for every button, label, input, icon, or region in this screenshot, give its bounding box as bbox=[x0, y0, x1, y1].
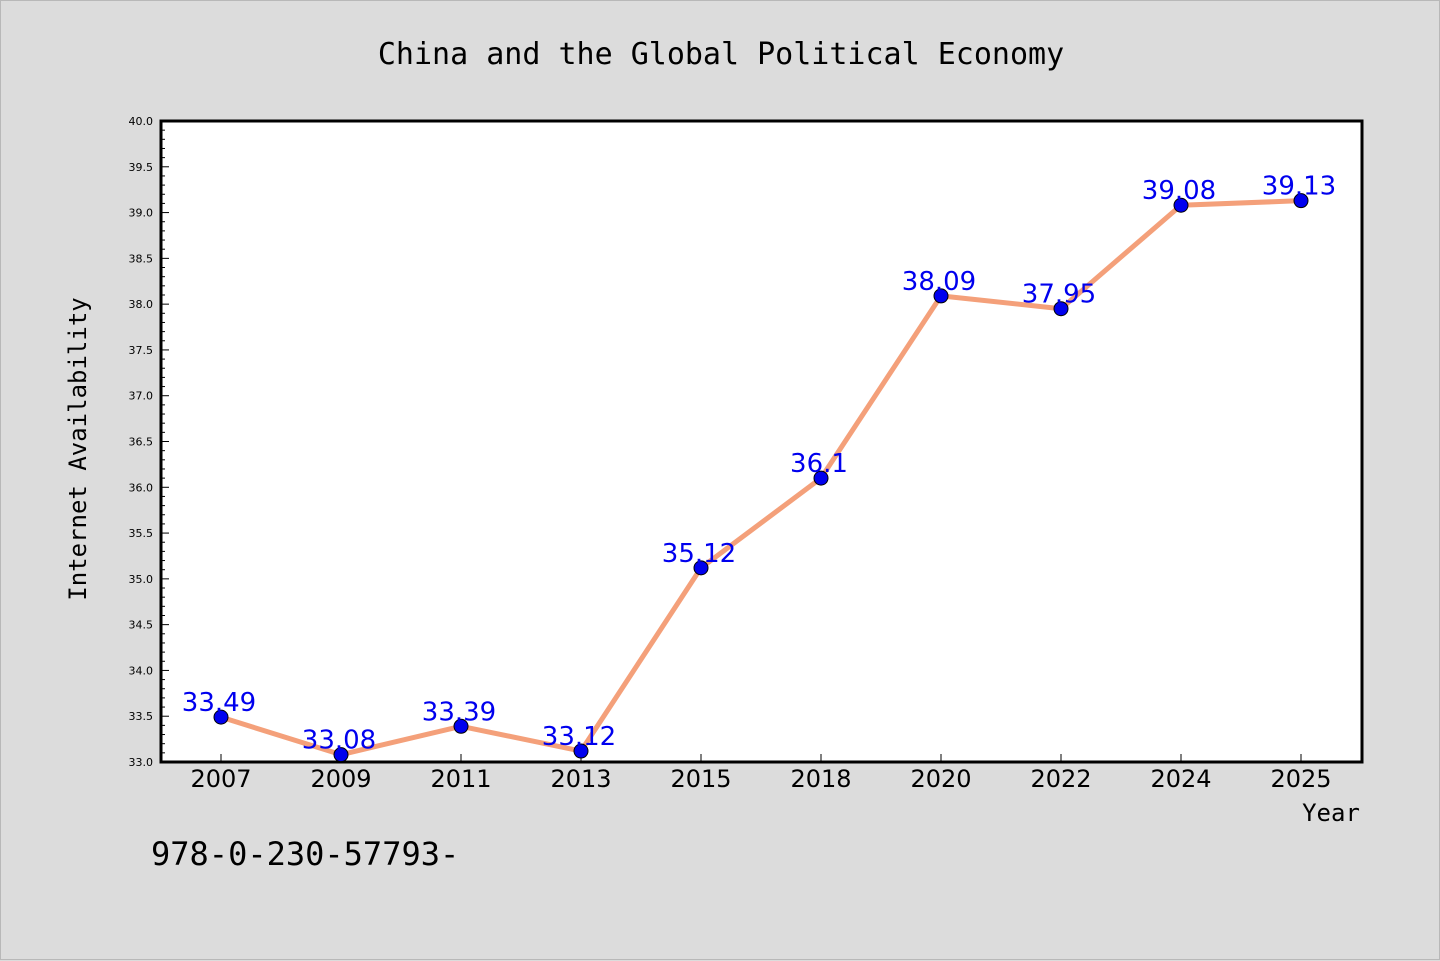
y-tick-label: 35.5 bbox=[129, 527, 154, 540]
data-label: 37.95 bbox=[1022, 280, 1096, 310]
data-label: 35.12 bbox=[662, 539, 736, 569]
x-tick-label: 2011 bbox=[430, 765, 491, 793]
x-tick-label: 2025 bbox=[1270, 765, 1331, 793]
data-label: 33.08 bbox=[302, 726, 376, 756]
y-tick-label: 33.5 bbox=[129, 710, 154, 723]
y-axis-title: Internet Availability bbox=[64, 297, 92, 600]
data-point bbox=[693, 560, 709, 576]
data-label: 36.1 bbox=[790, 449, 848, 479]
y-tick-label: 38.5 bbox=[129, 252, 154, 265]
data-point bbox=[813, 470, 829, 486]
y-tick-label: 37.5 bbox=[129, 344, 154, 357]
x-tick-label: 2009 bbox=[310, 765, 371, 793]
x-tick-label: 2024 bbox=[1150, 765, 1211, 793]
data-label: 33.39 bbox=[422, 697, 496, 727]
data-point bbox=[933, 288, 949, 304]
data-point bbox=[1173, 197, 1189, 213]
y-tick-label: 37.0 bbox=[129, 390, 154, 403]
x-tick-label: 2015 bbox=[670, 765, 731, 793]
y-tick-label: 38.0 bbox=[129, 298, 154, 311]
data-point bbox=[213, 709, 229, 725]
y-tick-label: 36.5 bbox=[129, 436, 154, 449]
x-axis: 2007 2009 2011 2013 2015 2018 2020 2022 2024 2025 bbox=[190, 754, 1332, 793]
data-labels: 33.49 33.08 33.39 33.12 35.12 36.1 38.09 37.95 3… bbox=[182, 172, 1336, 756]
footnote-text: 978-0-230-57793- bbox=[151, 835, 459, 873]
series-layer bbox=[213, 193, 1309, 763]
data-point bbox=[573, 743, 589, 759]
x-tick-label: 2018 bbox=[790, 765, 851, 793]
series-line bbox=[220, 198, 1302, 758]
data-label: 38.09 bbox=[902, 267, 976, 297]
plot-area bbox=[159, 119, 1364, 764]
data-point bbox=[1293, 193, 1309, 209]
y-axis: 33.0 33.5 34.0 34.5 35.0 35.5 36.0 36.5 37.0 37.5… bbox=[129, 115, 169, 769]
data-point bbox=[1053, 301, 1069, 317]
data-point bbox=[453, 718, 469, 734]
data-label: 33.49 bbox=[182, 688, 256, 718]
y-tick-label: 40.0 bbox=[129, 115, 154, 128]
x-tick-label: 2020 bbox=[910, 765, 971, 793]
y-tick-label: 35.0 bbox=[129, 573, 154, 586]
x-tick-label: 2007 bbox=[190, 765, 251, 793]
chart-title: China and the Global Political Economy bbox=[378, 37, 1064, 72]
y-tick-label: 33.0 bbox=[129, 756, 154, 769]
data-label: 39.13 bbox=[1262, 172, 1336, 202]
y-tick-label: 34.0 bbox=[129, 664, 154, 677]
x-tick-label: 2013 bbox=[550, 765, 611, 793]
data-point bbox=[333, 747, 349, 763]
data-label: 33.12 bbox=[542, 722, 616, 752]
x-tick-label: 2022 bbox=[1030, 765, 1091, 793]
data-label: 39.08 bbox=[1142, 176, 1216, 206]
y-tick-label: 39.0 bbox=[129, 207, 154, 220]
y-tick-label: 39.5 bbox=[129, 161, 154, 174]
x-axis-title: Year bbox=[1302, 799, 1360, 827]
y-tick-label: 36.0 bbox=[129, 481, 154, 494]
y-tick-label: 34.5 bbox=[129, 619, 154, 632]
